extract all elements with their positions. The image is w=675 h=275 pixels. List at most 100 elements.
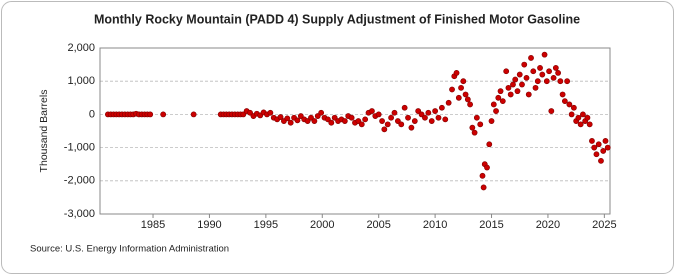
data-point: [462, 91, 469, 98]
data-point: [435, 114, 442, 121]
data-point: [488, 118, 495, 124]
data-point: [575, 114, 582, 121]
data-point: [358, 121, 365, 128]
data-point: [570, 104, 577, 111]
data-point: [331, 114, 338, 121]
data-point: [586, 121, 593, 128]
x-tick-label: 1990: [197, 219, 221, 231]
x-tick-label: 2010: [423, 219, 447, 231]
data-point: [528, 55, 534, 61]
data-point: [480, 184, 487, 191]
y-tick-label: 0: [89, 108, 95, 120]
data-point: [580, 111, 586, 118]
data-point: [512, 76, 519, 83]
data-point: [486, 141, 493, 148]
data-point: [394, 118, 401, 124]
data-point: [369, 108, 375, 114]
data-point: [510, 81, 516, 88]
data-point: [516, 71, 523, 78]
data-point: [548, 108, 555, 114]
data-point: [422, 114, 428, 121]
data-point: [598, 157, 604, 164]
data-point: [602, 138, 609, 144]
data-point: [532, 84, 539, 91]
y-tick-label: 2,000: [67, 42, 95, 54]
data-point: [589, 138, 595, 144]
y-axis-title: Thousand Barrels: [38, 90, 50, 173]
y-tick-label: -2,000: [64, 175, 95, 187]
data-point: [449, 86, 455, 93]
data-point: [514, 88, 521, 95]
source-note: Source: U.S. Energy Information Administ…: [30, 244, 229, 255]
y-tick-label: -1,000: [64, 142, 95, 154]
data-point: [552, 65, 559, 71]
data-point: [543, 78, 550, 85]
data-point: [499, 98, 506, 105]
data-point: [311, 118, 318, 124]
data-point: [497, 88, 504, 95]
data-point: [442, 116, 449, 123]
data-point: [325, 116, 331, 123]
data-point: [600, 148, 607, 154]
data-point: [484, 164, 490, 171]
data-point: [379, 118, 385, 124]
data-point: [381, 126, 388, 133]
data-point: [507, 91, 514, 98]
data-point: [304, 118, 311, 124]
data-point: [467, 101, 473, 108]
data-point: [455, 94, 462, 101]
data-point: [287, 119, 294, 126]
data-point: [593, 151, 600, 158]
data-point: [411, 118, 418, 124]
data-point: [453, 70, 460, 76]
data-point: [432, 108, 439, 114]
data-point: [505, 84, 512, 91]
data-point: [418, 111, 425, 118]
data-point: [362, 116, 369, 123]
data-point: [160, 111, 167, 118]
data-point: [318, 109, 325, 116]
x-tick-label: 1985: [141, 219, 165, 231]
data-point: [473, 114, 480, 121]
data-point: [530, 68, 537, 75]
data-point: [240, 111, 247, 118]
data-point: [458, 84, 464, 91]
data-point: [401, 104, 408, 111]
data-point: [405, 114, 411, 121]
x-tick-label: 2025: [592, 219, 616, 231]
x-tick-label: 2005: [366, 219, 390, 231]
data-point: [557, 78, 564, 85]
data-point: [561, 98, 568, 105]
data-point: [428, 118, 435, 124]
data-point: [348, 114, 355, 121]
data-point: [297, 113, 304, 119]
data-point: [525, 91, 532, 98]
y-tick-label: 1,000: [67, 75, 95, 87]
data-point: [541, 51, 548, 58]
data-point: [584, 114, 591, 121]
data-point: [546, 68, 552, 75]
data-point: [460, 78, 467, 85]
y-tick-label: -3,000: [64, 208, 95, 220]
data-point: [277, 114, 284, 120]
x-tick-label: 2020: [536, 219, 560, 231]
plot-frame: [99, 47, 611, 215]
data-point: [495, 94, 502, 101]
data-point: [477, 121, 484, 128]
data-point: [267, 109, 274, 116]
data-point: [375, 111, 382, 118]
data-point: [534, 78, 541, 85]
data-point: [425, 109, 432, 116]
data-point: [341, 118, 348, 124]
data-point: [471, 129, 478, 136]
data-point: [408, 124, 415, 131]
data-point: [415, 108, 422, 114]
data-point: [591, 144, 598, 151]
data-point: [539, 71, 546, 78]
x-tick-label: 2015: [479, 219, 503, 231]
data-point: [445, 99, 452, 106]
x-tick-label: 1995: [254, 219, 278, 231]
data-point: [464, 96, 471, 103]
